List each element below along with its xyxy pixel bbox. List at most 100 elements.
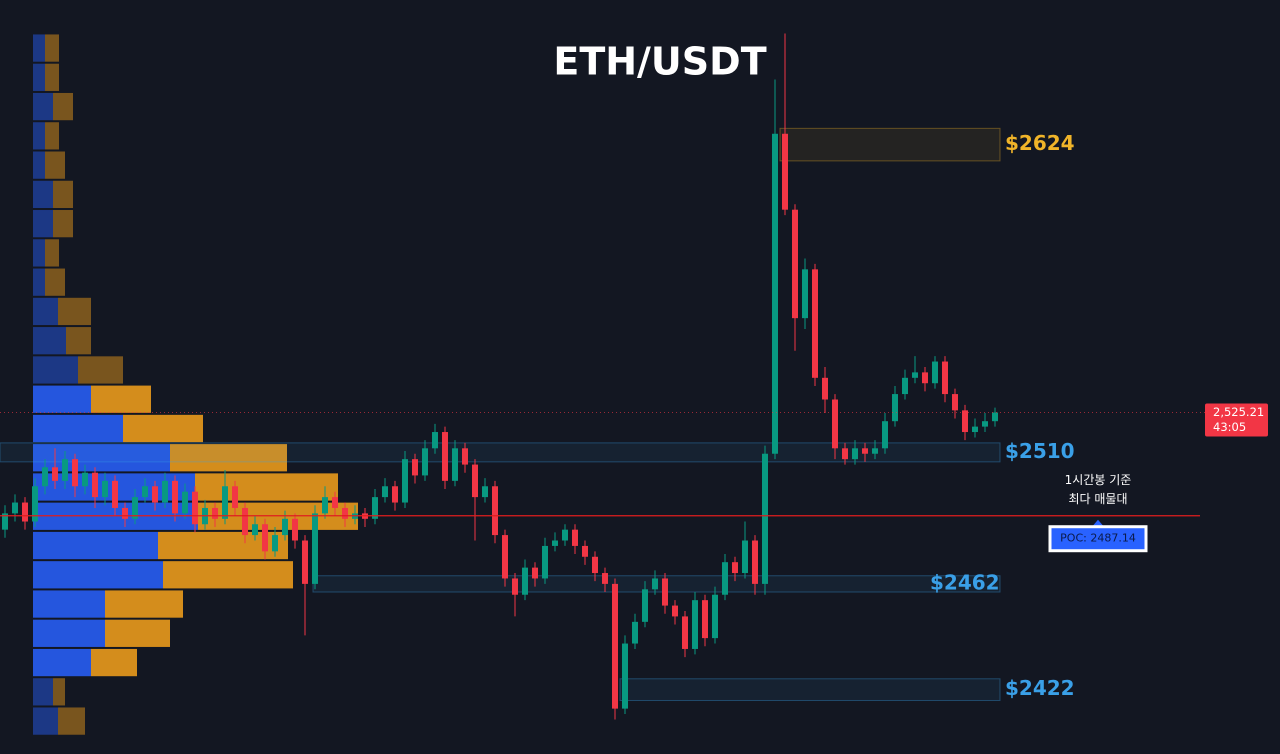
- candle-body: [632, 621, 638, 644]
- candle-body: [982, 421, 988, 427]
- candle-body: [672, 605, 678, 617]
- candle-body: [382, 486, 388, 498]
- candle-body: [462, 448, 468, 465]
- candle-body: [932, 361, 938, 384]
- chart-title: ETH/USDT: [553, 40, 766, 84]
- candle-body: [152, 486, 158, 503]
- profile-buy: [33, 34, 45, 62]
- candle-body: [642, 589, 648, 622]
- profile-buy: [33, 648, 91, 677]
- candle-body: [112, 480, 118, 508]
- candle-body: [872, 448, 878, 454]
- candle-body: [542, 545, 548, 579]
- profile-buy: [33, 619, 105, 647]
- candle-body: [262, 524, 268, 552]
- candle-body: [532, 567, 538, 579]
- candle-body: [832, 399, 838, 449]
- candle-body: [722, 562, 728, 595]
- candle-body: [592, 556, 598, 574]
- candle-body: [622, 643, 628, 709]
- poc-pointer: [1092, 519, 1104, 527]
- candle-body: [942, 361, 948, 395]
- candle-body: [332, 497, 338, 508]
- last-price-box: [1205, 403, 1268, 437]
- countdown: 43:05: [1213, 420, 1246, 434]
- candle-body: [312, 513, 318, 584]
- profile-sell: [45, 63, 59, 91]
- profile-buy: [33, 268, 45, 296]
- zones: $2624 $2510 $2462 $2422: [0, 127, 1075, 701]
- candle-body: [282, 518, 288, 536]
- candle-body: [182, 491, 188, 514]
- candle-body: [32, 486, 38, 522]
- candle-body: [72, 459, 78, 487]
- candle-body: [192, 491, 198, 525]
- profile-sell: [53, 180, 73, 209]
- candle-body: [652, 578, 658, 590]
- candle-body: [962, 410, 968, 433]
- candle-body: [442, 432, 448, 481]
- candle-body: [432, 432, 438, 449]
- profile-buy: [33, 92, 53, 121]
- profile-buy: [33, 297, 58, 326]
- candle-body: [752, 540, 758, 584]
- candle-body: [992, 412, 998, 422]
- candle-body: [12, 502, 18, 514]
- candle-body: [472, 464, 478, 498]
- poc-box: [1048, 525, 1148, 553]
- candle-body: [52, 467, 58, 481]
- candle-body: [102, 480, 108, 498]
- profile-buy: [33, 385, 91, 413]
- candle-body: [862, 448, 868, 454]
- candle-body: [242, 507, 248, 536]
- last-price-label: 2,525.21: [1213, 405, 1264, 419]
- profile-buy: [33, 151, 45, 179]
- profile-buy: [33, 122, 45, 150]
- profile-sell: [45, 34, 59, 62]
- candle-body: [272, 535, 278, 552]
- candle-body: [852, 448, 858, 460]
- candle-body: [402, 459, 408, 503]
- zone-label: $2422: [1005, 676, 1075, 700]
- candle-body: [292, 518, 298, 541]
- profile-buy: [33, 444, 170, 472]
- candle-body: [602, 573, 608, 584]
- zone-box: [0, 442, 1001, 463]
- candle-body: [222, 486, 228, 519]
- candle-body: [792, 209, 798, 319]
- profile-buy: [33, 707, 58, 735]
- profile-sell: [105, 590, 183, 618]
- zone-box: [779, 127, 1001, 162]
- candle-body: [232, 486, 238, 508]
- profile-buy: [33, 63, 45, 91]
- zone-box: [619, 678, 1001, 701]
- poc-note: 1시간봉 기준: [1065, 473, 1132, 487]
- candle-body: [162, 480, 168, 503]
- profile-sell: [170, 444, 287, 472]
- profile-sell: [163, 561, 293, 589]
- candle-body: [552, 540, 558, 546]
- candle-body: [2, 513, 8, 530]
- candle-body: [912, 372, 918, 378]
- profile-sell: [45, 268, 65, 296]
- zone-label: $2462: [930, 570, 1000, 594]
- candle-body: [562, 529, 568, 541]
- profile-sell: [45, 151, 65, 179]
- profile-sell: [91, 648, 137, 677]
- candle-body: [702, 600, 708, 639]
- candle-body: [252, 524, 258, 536]
- profile-sell: [123, 414, 203, 443]
- profile-sell: [105, 619, 170, 647]
- profile-buy: [33, 239, 45, 267]
- candle-body: [342, 507, 348, 519]
- candle-body: [62, 459, 68, 481]
- profile-buy: [33, 210, 53, 238]
- candle-body: [22, 502, 28, 522]
- profile-sell: [53, 210, 73, 238]
- profile-buy: [33, 356, 78, 384]
- candle-body: [812, 269, 818, 378]
